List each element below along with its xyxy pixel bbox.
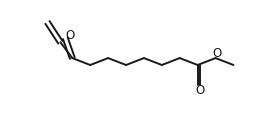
Text: O: O [66,29,75,42]
Text: O: O [195,84,204,97]
Text: O: O [212,47,221,60]
